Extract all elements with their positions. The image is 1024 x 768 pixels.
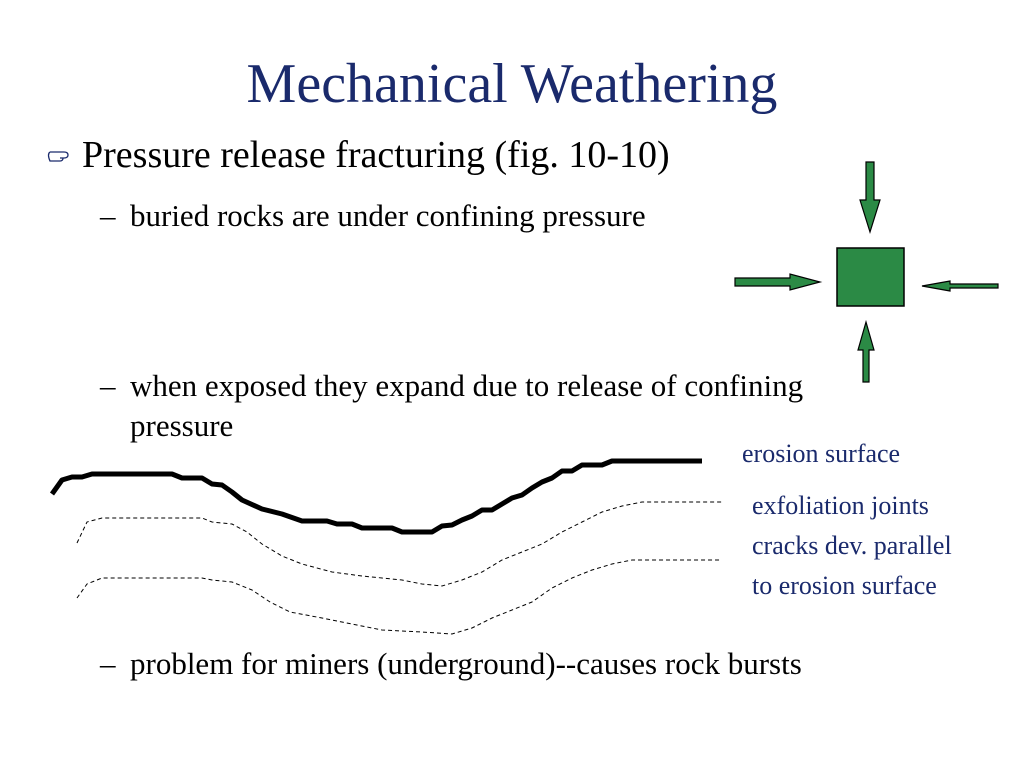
pressure-arrows bbox=[734, 161, 999, 383]
pointer-bullet bbox=[47, 151, 69, 162]
erosion-surface bbox=[49, 458, 702, 535]
sub-bullet-text: buried rocks are under confining pressur… bbox=[130, 198, 646, 233]
sub-bullet-text: problem for miners (underground)--causes… bbox=[130, 646, 802, 681]
exfoliation-label: cracks dev. parallel bbox=[752, 531, 952, 560]
dash: – bbox=[100, 198, 116, 233]
dash: – bbox=[100, 368, 116, 403]
exfoliation-joint bbox=[76, 501, 722, 587]
sub-bullet: – problem for miners (underground)--caus… bbox=[100, 644, 900, 684]
sub-bullet-text: when exposed they expand due to release … bbox=[130, 368, 804, 443]
sub-bullet: – when exposed they expand due to releas… bbox=[100, 366, 840, 446]
exfoliation-joint bbox=[76, 559, 722, 635]
bullet: Pressure release fracturing (fig. 10-10) bbox=[82, 134, 670, 176]
exfoliation-label: exfoliation joints bbox=[752, 491, 929, 520]
sub-bullet: – buried rocks are under confining press… bbox=[100, 196, 820, 236]
slide-title: Mechanical Weathering bbox=[246, 53, 778, 115]
rock-block bbox=[836, 247, 905, 307]
erosion-label: erosion surface bbox=[742, 439, 901, 468]
dash: – bbox=[100, 646, 116, 681]
exfoliation-label: to erosion surface bbox=[752, 571, 937, 600]
